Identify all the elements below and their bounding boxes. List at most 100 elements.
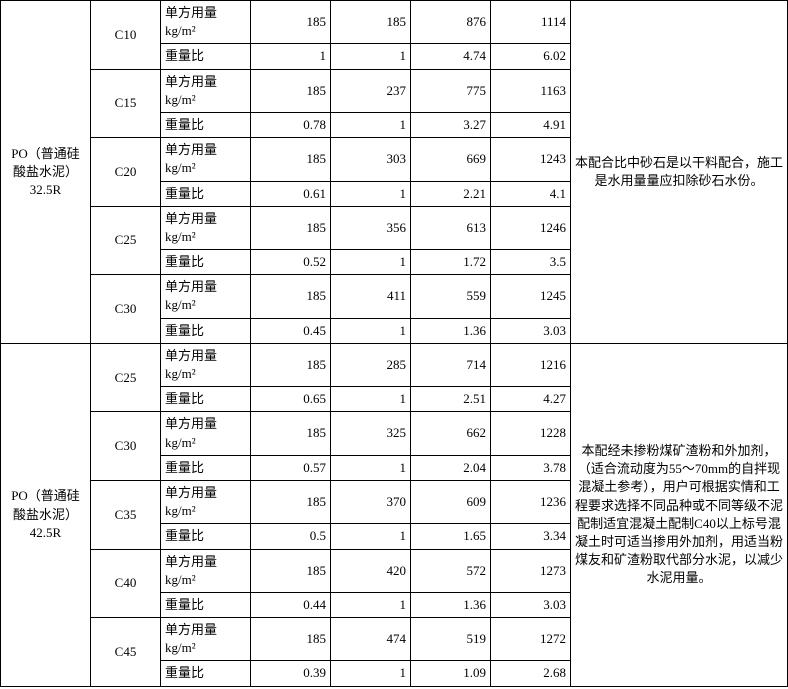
usage-value: 185 <box>251 549 331 592</box>
ratio-value: 3.34 <box>491 524 571 549</box>
ratio-value: 1 <box>331 524 411 549</box>
grade-cell: C20 <box>91 138 161 207</box>
usage-value: 876 <box>411 1 491 44</box>
ratio-value: 1.09 <box>411 661 491 686</box>
metric-usage-label: 单方用量kg/m² <box>161 549 251 592</box>
ratio-value: 3.03 <box>491 318 571 343</box>
usage-value: 519 <box>411 618 491 661</box>
usage-value: 185 <box>251 1 331 44</box>
cement-type-cell: PO（普通硅酸盐水泥）32.5R <box>1 1 91 344</box>
ratio-value: 4.1 <box>491 181 571 206</box>
usage-value: 1228 <box>491 412 571 455</box>
note-cell: 本配合比中砂石是以干料配合，施工是水用量量应扣除砂石水份。 <box>571 1 788 344</box>
metric-usage-label: 单方用量kg/m² <box>161 206 251 249</box>
usage-value: 613 <box>411 206 491 249</box>
ratio-value: 0.52 <box>251 250 331 275</box>
metric-usage-label: 单方用量kg/m² <box>161 343 251 386</box>
metric-ratio-label: 重量比 <box>161 250 251 275</box>
metric-ratio-label: 重量比 <box>161 318 251 343</box>
metric-usage-label: 单方用量kg/m² <box>161 480 251 523</box>
ratio-value: 1 <box>331 592 411 617</box>
ratio-value: 3.03 <box>491 592 571 617</box>
grade-cell: C30 <box>91 275 161 344</box>
metric-ratio-label: 重量比 <box>161 524 251 549</box>
usage-value: 420 <box>331 549 411 592</box>
ratio-value: 0.45 <box>251 318 331 343</box>
metric-ratio-label: 重量比 <box>161 112 251 137</box>
usage-value: 1163 <box>491 69 571 112</box>
ratio-value: 3.78 <box>491 455 571 480</box>
ratio-value: 1 <box>331 318 411 343</box>
ratio-value: 1.36 <box>411 592 491 617</box>
usage-value: 185 <box>251 138 331 181</box>
metric-ratio-label: 重量比 <box>161 455 251 480</box>
usage-value: 411 <box>331 275 411 318</box>
ratio-value: 0.57 <box>251 455 331 480</box>
ratio-value: 1 <box>251 44 331 69</box>
usage-value: 559 <box>411 275 491 318</box>
metric-usage-label: 单方用量kg/m² <box>161 275 251 318</box>
grade-cell: C10 <box>91 1 161 70</box>
ratio-value: 1 <box>331 661 411 686</box>
usage-value: 185 <box>251 69 331 112</box>
mix-ratio-table: PO（普通硅酸盐水泥）32.5RC10单方用量kg/m²185185876111… <box>0 0 788 687</box>
metric-usage-label: 单方用量kg/m² <box>161 412 251 455</box>
ratio-value: 3.5 <box>491 250 571 275</box>
usage-value: 1272 <box>491 618 571 661</box>
ratio-value: 6.02 <box>491 44 571 69</box>
usage-value: 356 <box>331 206 411 249</box>
usage-value: 185 <box>251 343 331 386</box>
metric-usage-label: 单方用量kg/m² <box>161 618 251 661</box>
ratio-value: 4.74 <box>411 44 491 69</box>
usage-value: 1245 <box>491 275 571 318</box>
ratio-value: 0.78 <box>251 112 331 137</box>
metric-ratio-label: 重量比 <box>161 44 251 69</box>
usage-value: 185 <box>251 480 331 523</box>
usage-value: 714 <box>411 343 491 386</box>
ratio-value: 0.5 <box>251 524 331 549</box>
ratio-value: 2.68 <box>491 661 571 686</box>
ratio-value: 0.39 <box>251 661 331 686</box>
metric-ratio-label: 重量比 <box>161 181 251 206</box>
grade-cell: C40 <box>91 549 161 618</box>
ratio-value: 3.27 <box>411 112 491 137</box>
usage-value: 185 <box>251 206 331 249</box>
usage-value: 1236 <box>491 480 571 523</box>
usage-value: 303 <box>331 138 411 181</box>
usage-value: 1216 <box>491 343 571 386</box>
ratio-value: 1 <box>331 250 411 275</box>
metric-ratio-label: 重量比 <box>161 592 251 617</box>
usage-value: 474 <box>331 618 411 661</box>
usage-value: 185 <box>251 618 331 661</box>
grade-cell: C30 <box>91 412 161 481</box>
ratio-value: 4.27 <box>491 387 571 412</box>
ratio-value: 0.65 <box>251 387 331 412</box>
ratio-value: 1 <box>331 181 411 206</box>
usage-value: 370 <box>331 480 411 523</box>
usage-value: 185 <box>331 1 411 44</box>
ratio-value: 1.65 <box>411 524 491 549</box>
usage-value: 285 <box>331 343 411 386</box>
ratio-value: 0.44 <box>251 592 331 617</box>
metric-ratio-label: 重量比 <box>161 387 251 412</box>
grade-cell: C15 <box>91 69 161 138</box>
metric-usage-label: 单方用量kg/m² <box>161 138 251 181</box>
usage-value: 1114 <box>491 1 571 44</box>
ratio-value: 1 <box>331 112 411 137</box>
ratio-value: 0.61 <box>251 181 331 206</box>
ratio-value: 1.72 <box>411 250 491 275</box>
usage-value: 1246 <box>491 206 571 249</box>
ratio-value: 1 <box>331 455 411 480</box>
usage-value: 775 <box>411 69 491 112</box>
usage-value: 185 <box>251 275 331 318</box>
grade-cell: C25 <box>91 343 161 412</box>
grade-cell: C25 <box>91 206 161 275</box>
cement-type-cell: PO（普通硅酸盐水泥）42.5R <box>1 343 91 686</box>
usage-value: 325 <box>331 412 411 455</box>
usage-value: 609 <box>411 480 491 523</box>
usage-value: 237 <box>331 69 411 112</box>
ratio-value: 4.91 <box>491 112 571 137</box>
usage-value: 669 <box>411 138 491 181</box>
metric-usage-label: 单方用量kg/m² <box>161 1 251 44</box>
ratio-value: 1 <box>331 387 411 412</box>
